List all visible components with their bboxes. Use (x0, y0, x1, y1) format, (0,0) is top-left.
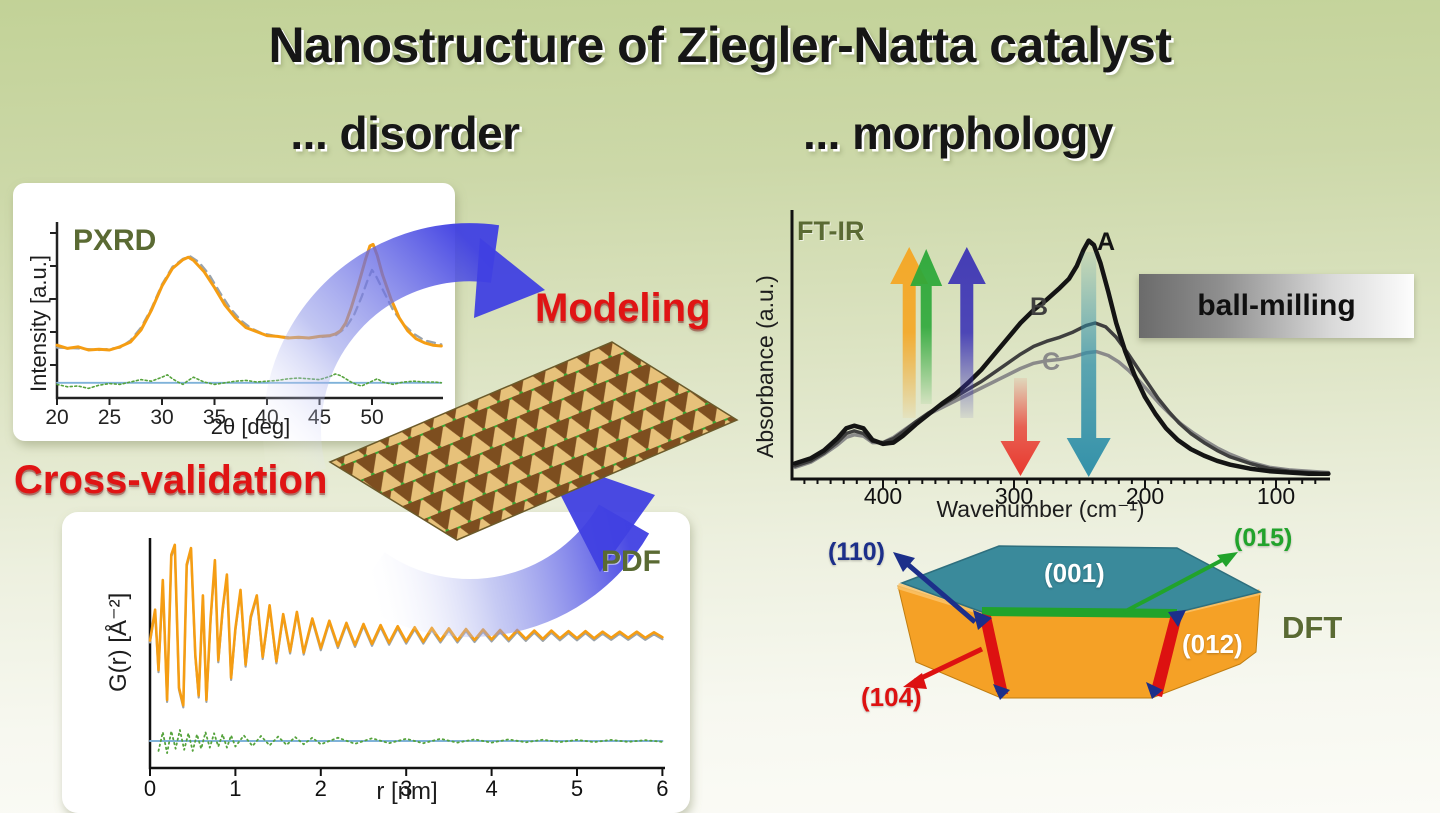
pxrd-y-axis-label: Intensity [a.u.] (26, 255, 51, 392)
crystal-facet-110-corner-3 (1168, 610, 1186, 627)
pxrd-x-tick-label: 30 (150, 406, 173, 429)
crystal-facet-012-stripe-right (1150, 612, 1183, 697)
ftir-curve-label-c: C (1042, 348, 1061, 376)
facet-110-arrowhead (893, 552, 915, 572)
pdf-x-tick-label: 6 (656, 776, 668, 801)
pxrd-x-tick-label: 35 (203, 406, 226, 429)
ftir-down-arrow-295 (1000, 378, 1041, 476)
pxrd-x-tick-label: 50 (360, 406, 383, 429)
facet-label-104: (104) (861, 682, 922, 712)
ftir-chart-title: FT-IR (797, 216, 865, 246)
subtitle-morphology: ... morphology (803, 107, 1113, 159)
pxrd-x-tick-label: 25 (98, 406, 121, 429)
pxrd-chart-title: PXRD (73, 224, 157, 257)
ftir-curve-a (792, 238, 1331, 477)
ftir-x-axis-label: Wavenumber (cm⁻¹) (936, 496, 1145, 522)
ftir-y-axis-label: Absorbance (a.u.) (752, 275, 778, 458)
ftir-chart: 400 300 200 100 (790, 210, 1331, 509)
ftir-mode-arrows (890, 247, 1111, 477)
ftir-x-tick-label: 200 (1126, 483, 1164, 509)
crystal-facet-104-stripe-left (979, 613, 1008, 694)
subtitle-disorder: ... disorder (290, 107, 520, 159)
dft-label: DFT (1282, 610, 1343, 645)
page-title: Nanostructure of Ziegler-Natta catalyst (268, 17, 1172, 73)
pdf-x-tick-label: 0 (144, 776, 156, 801)
pdf-residual-curve (157, 729, 664, 754)
ftir-curve-c (793, 349, 1331, 475)
facet-104-arrowhead (903, 673, 927, 689)
facet-110-arrow-line (903, 560, 977, 624)
ftir-axes (790, 210, 1330, 481)
cycle-arrowhead-to-modeling (474, 238, 545, 318)
facet-015-arrow-line (1123, 555, 1229, 614)
pdf-chart-title: PDF (601, 545, 661, 578)
slab-sheet (328, 341, 739, 541)
pdf-x-tick-label: 3 (400, 776, 412, 801)
crystal-morphology (893, 545, 1263, 700)
pdf-x-axis-label: r [nm] (376, 778, 438, 805)
pdf-x-tick-label: 4 (485, 776, 497, 801)
ftir-curve-label-b: B (1030, 293, 1049, 321)
pdf-observed-curve (148, 543, 664, 707)
ftir-x-tick-label: 400 (864, 483, 902, 509)
ftir-x-tick-label: 300 (995, 483, 1033, 509)
pxrd-x-tick-label: 20 (45, 406, 68, 429)
crystal-facet-110-corner-1 (973, 610, 992, 630)
facet-label-012: (012) (1182, 629, 1243, 659)
ball-milling-label: ball-milling (1139, 274, 1414, 338)
ftir-up-arrow-380 (890, 247, 929, 418)
cross-validation-label: Cross-validation (14, 458, 328, 502)
modeling-label: Modeling (535, 286, 711, 330)
pxrd-x-axis-label: 2θ [deg] (210, 414, 291, 439)
ftir-down-arrow-243 (1066, 252, 1111, 477)
structure-model-slab (328, 341, 739, 541)
ftir-curve-b (793, 321, 1331, 476)
facet-label-001: (001) (1044, 558, 1105, 588)
ftir-x-tick-label: 100 (1257, 483, 1295, 509)
facet-104-arrow-line (913, 646, 984, 684)
facet-015-arrowhead (1217, 552, 1238, 567)
pdf-y-axis-label: G(r) [Å⁻²] (105, 592, 132, 692)
pdf-chart: 0 1 2 3 4 5 6 (144, 538, 669, 801)
ftir-curve-label-a: A (1097, 228, 1116, 256)
pdf-x-tick-label: 1 (229, 776, 241, 801)
pdf-x-tick-label: 5 (571, 776, 583, 801)
pxrd-residual-curve (56, 373, 443, 390)
crystal-facet-110-corner-2 (993, 684, 1010, 700)
crystal-facet-110-corner-4 (1146, 682, 1163, 699)
cycle-arc-top (263, 223, 500, 484)
ftir-up-arrow-336 (947, 247, 986, 418)
ftir-up-arrow-367 (910, 249, 943, 404)
facet-label-015: (015) (1234, 524, 1293, 552)
pdf-x-tick-label: 2 (315, 776, 327, 801)
facet-label-110: (110) (828, 538, 885, 566)
